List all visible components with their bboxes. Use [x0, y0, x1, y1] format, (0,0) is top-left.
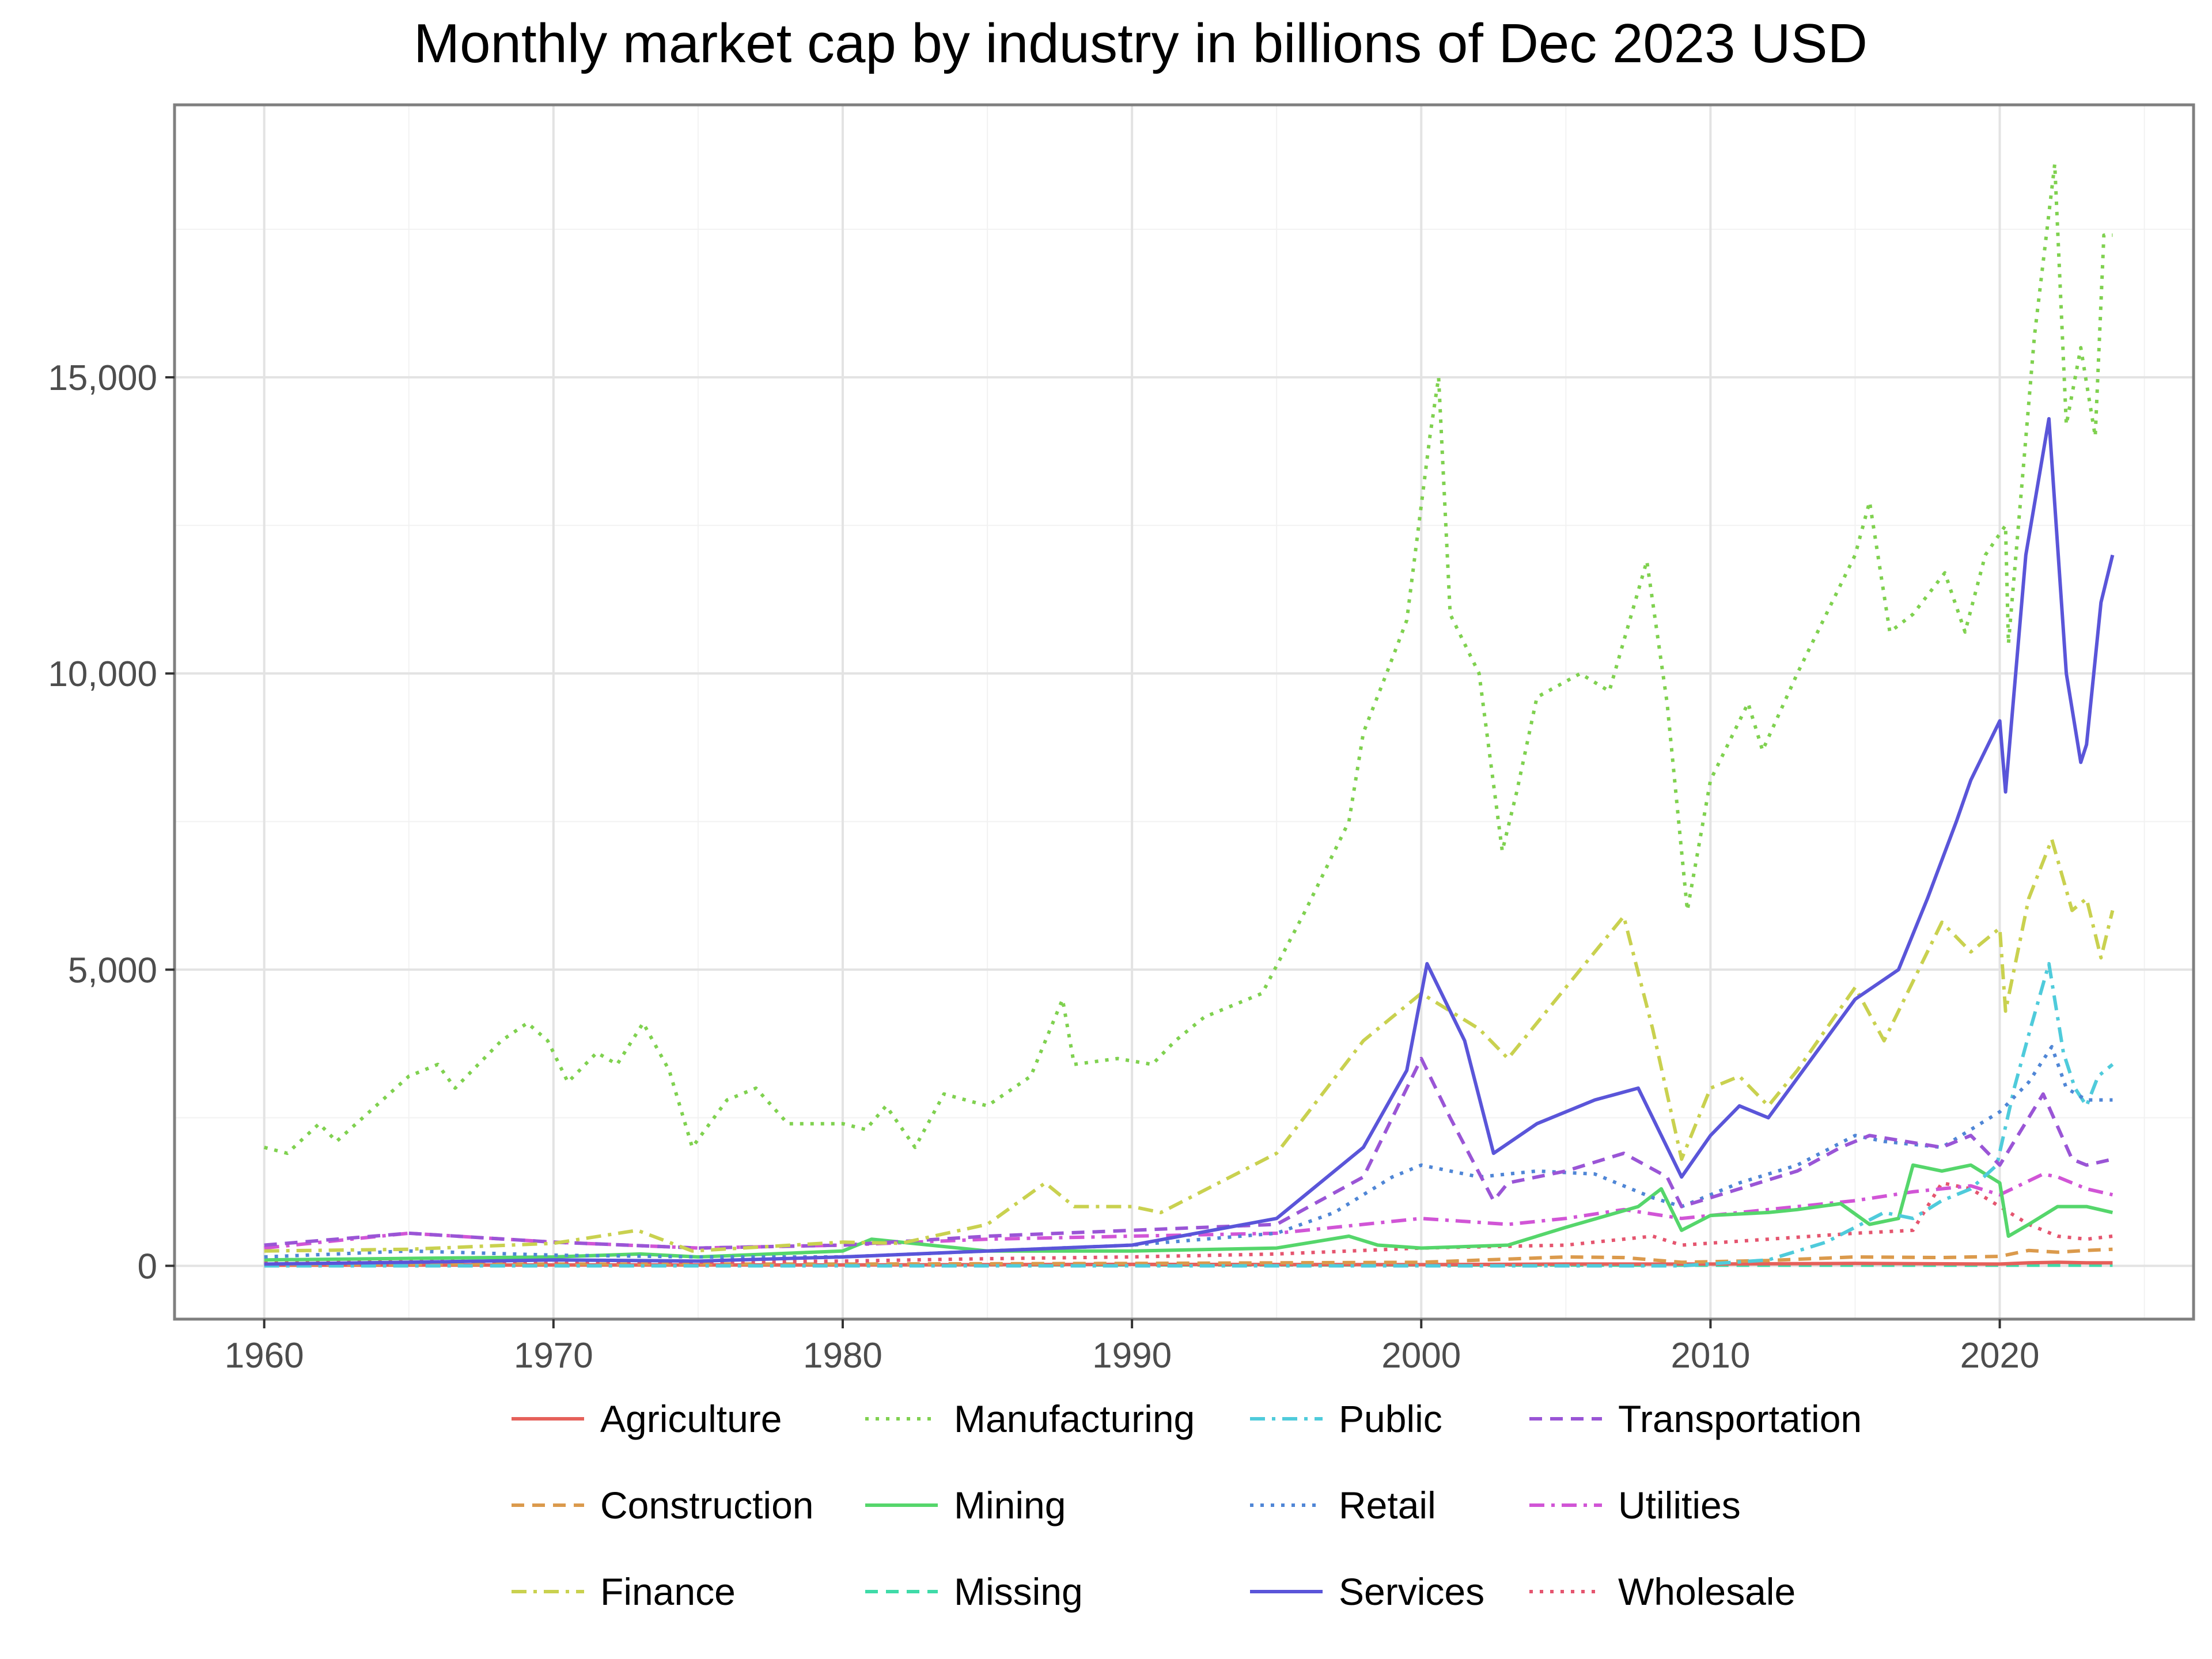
series-line-services — [264, 417, 2115, 1266]
legend-label-wholesale: Wholesale — [1618, 1570, 1796, 1613]
x-tick-label: 2010 — [1671, 1336, 1750, 1376]
plot-border — [173, 103, 2195, 1321]
x-axis: 1960 1970 1980 1990 2000 2010 2020 — [225, 1319, 2040, 1376]
series-line-retail — [264, 1045, 2113, 1259]
legend-label-agriculture: Agriculture — [600, 1397, 782, 1440]
chart-title: Monthly market cap by industry in billio… — [414, 13, 1868, 74]
y-tick-label: 0 — [138, 1247, 157, 1286]
legend-label-manufacturing: Manufacturing — [954, 1397, 1195, 1440]
legend-label-services: Services — [1339, 1570, 1484, 1613]
series-line-manufacturing — [263, 162, 2113, 1156]
x-tick-label: 1980 — [803, 1336, 882, 1376]
y-axis: 0 5,000 10,000 15,000 — [48, 358, 175, 1286]
legend-label-retail: Retail — [1339, 1484, 1436, 1527]
minor-grid — [175, 105, 2194, 1319]
x-tick-label: 1970 — [514, 1336, 593, 1376]
y-tick-label: 10,000 — [48, 654, 157, 694]
series-line-agriculture — [264, 1260, 2113, 1267]
series-line-public — [264, 962, 2114, 1268]
legend: Agriculture Construction Finance Manufactur… — [512, 1397, 1862, 1613]
legend-label-public: Public — [1339, 1397, 1442, 1440]
legend-label-utilities: Utilities — [1618, 1484, 1741, 1527]
legend-label-missing: Missing — [954, 1570, 1083, 1613]
y-tick-label: 5,000 — [68, 950, 157, 990]
series-lines — [263, 162, 2115, 1268]
series-line-finance — [264, 838, 2115, 1253]
x-tick-label: 2000 — [1381, 1336, 1461, 1376]
x-tick-label: 1960 — [225, 1336, 304, 1376]
plot-background — [175, 105, 2194, 1319]
x-tick-label: 1990 — [1092, 1336, 1172, 1376]
legend-label-transportation: Transportation — [1618, 1397, 1862, 1440]
legend-label-finance: Finance — [600, 1570, 736, 1613]
legend-label-construction: Construction — [600, 1484, 814, 1527]
y-tick-label: 15,000 — [48, 358, 157, 398]
legend-label-mining: Mining — [954, 1484, 1066, 1527]
x-tick-label: 2020 — [1960, 1336, 2040, 1376]
